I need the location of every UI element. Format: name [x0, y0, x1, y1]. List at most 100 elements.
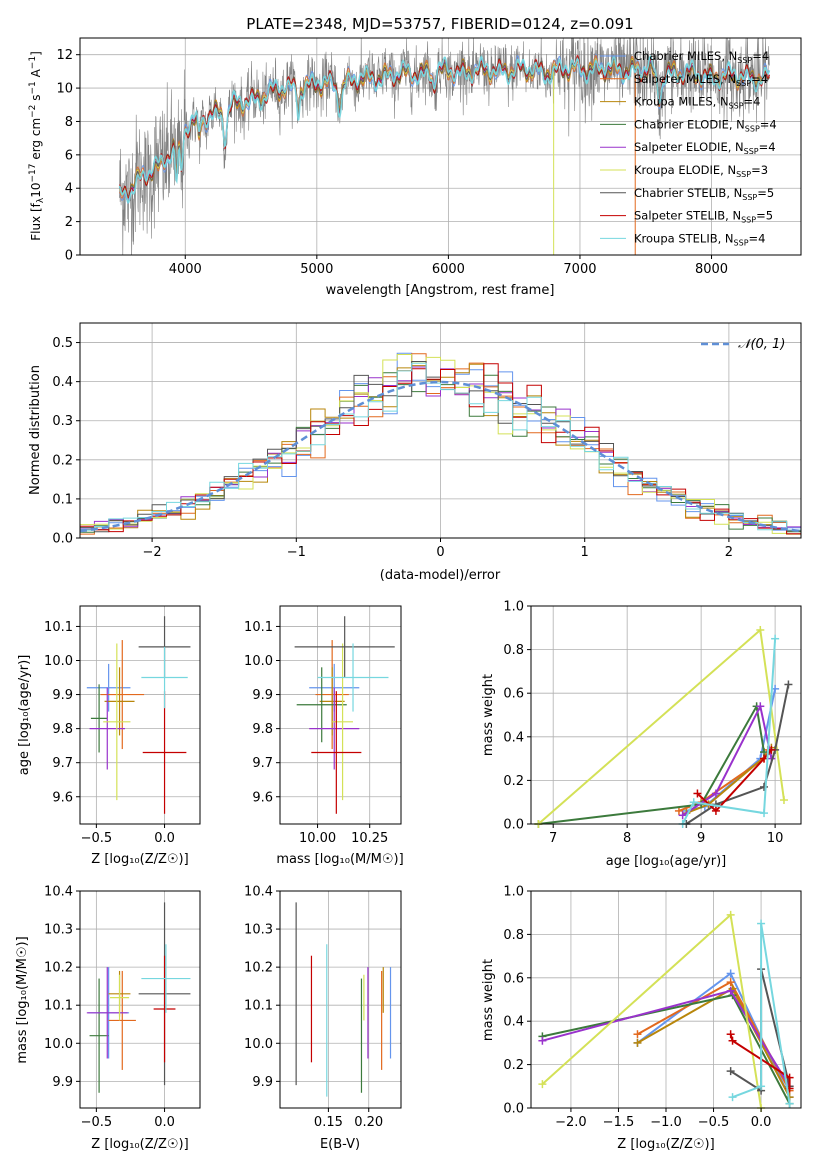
gaussian-curve: [79, 380, 802, 533]
zw-ytick-label: 0.2: [503, 1058, 524, 1073]
age-weight-panel: 7 8 9 10 0.0 0.2 0.4 0.6 0.8 1.0 age [log₁₀(age/y…: [481, 600, 802, 869]
legend-label: Salpeter STELIB, NSSP=5: [634, 209, 773, 225]
zw-series-line: [732, 923, 791, 1104]
aw-ytick-label: 0.0: [503, 818, 524, 833]
res-ytick-label: 0.0: [52, 532, 73, 547]
za-xtick-label: 0.0: [154, 831, 175, 846]
res-xtick-label: 1: [581, 545, 589, 560]
em-ytick-label: 9.9: [252, 1075, 273, 1090]
mass-age-frame: [279, 605, 402, 825]
zw-xtick-label: −1.5: [603, 1115, 635, 1130]
za-ytick-label: 10.1: [44, 620, 73, 635]
res-ytick-label: 0.5: [52, 336, 73, 351]
spec-ytick-label: 6: [65, 148, 73, 163]
spec-ytick-label: 4: [65, 182, 73, 197]
ebv-mass-xlabel: E(B-V): [320, 1137, 360, 1152]
spectrum-panel: PLATE=2348, MJD=53757, FIBERID=0124, z=0…: [28, 15, 802, 298]
ebv-mass-frame: [279, 890, 402, 1109]
residual-histogram-series: [80, 363, 801, 535]
za-ytick-label: 10.0: [44, 654, 73, 669]
z-age-frame: [79, 605, 201, 825]
spec-ytick-label: 8: [65, 115, 73, 130]
aw-ytick-label: 0.4: [503, 730, 524, 745]
zm-ytick-label: 10.3: [44, 923, 73, 938]
spec-xtick-label: 5000: [300, 262, 333, 277]
aw-xtick-label: 9: [697, 831, 705, 846]
legend-label: Chabrier MILES, NSSP=4: [634, 49, 769, 65]
aw-xtick-label: 10: [767, 831, 784, 846]
em-ytick-label: 10.3: [244, 923, 273, 938]
legend-label: Salpeter MILES, NSSP=4: [634, 72, 768, 88]
res-ytick-label: 0.1: [52, 492, 73, 507]
z-mass-xlabel: Z [log₁₀(Z/Z☉)]: [91, 1137, 188, 1152]
aw-ytick-label: 1.0: [503, 600, 524, 615]
zm-xtick-label: −0.5: [81, 1115, 113, 1130]
spec-xtick-label: 4000: [169, 262, 202, 277]
za-ytick-label: 9.6: [52, 790, 73, 805]
legend-label: Kroupa MILES, NSSP=4: [634, 95, 760, 111]
zm-ytick-label: 9.9: [52, 1075, 73, 1090]
mass-age-xlabel: mass [log₁₀(M/M☉)]: [276, 852, 403, 867]
spec-ytick-label: 0: [65, 249, 73, 264]
mass-age-panel: 10.00 10.25 9.6 9.7 9.8 9.9 10.0 10.1 mass [log…: [244, 605, 404, 867]
legend-label: Kroupa STELIB, NSSP=4: [634, 231, 765, 247]
z-weight-ylabel: mass weight: [481, 959, 496, 1041]
spec-xtick-label: 8000: [695, 262, 728, 277]
age-weight-frame: [530, 605, 802, 825]
za-ytick-label: 9.8: [52, 722, 73, 737]
zw-ytick-label: 0.6: [503, 971, 524, 986]
em-xtick-label: 0.15: [314, 1115, 343, 1130]
spectrum-xlabel: wavelength [Angstrom, rest frame]: [326, 283, 555, 298]
za-ytick-label: 9.7: [52, 756, 73, 771]
em-ytick-label: 10.0: [244, 1037, 273, 1052]
aw-series-line: [682, 703, 773, 817]
aw-series-line: [538, 703, 765, 825]
zw-xtick-label: −2.0: [555, 1115, 587, 1130]
zw-ytick-label: 0.4: [503, 1015, 524, 1030]
zm-ytick-label: 10.0: [44, 1037, 73, 1052]
spectrum-title: PLATE=2348, MJD=53757, FIBERID=0124, z=0…: [246, 15, 633, 33]
z-weight-panel: −2.0 −1.5 −1.0 −0.5 0.0 0.0 0.2 0.4 0.6 0.8 1.0 Z …: [481, 885, 802, 1152]
aw-xtick-label: 7: [549, 831, 557, 846]
zm-xtick-label: 0.0: [154, 1115, 175, 1130]
aw-ytick-label: 0.8: [503, 643, 524, 658]
aw-ytick-label: 0.6: [503, 687, 524, 702]
legend-label: Chabrier ELODIE, NSSP=4: [634, 117, 777, 133]
gauss-legend-label: 𝒩(0, 1): [738, 337, 785, 352]
em-ytick-label: 10.2: [244, 961, 273, 976]
z-mass-panel: −0.5 0.0 9.9 10.0 10.1 10.2 10.3 10.4 Z [log₁₀(…: [15, 885, 201, 1152]
zw-ytick-label: 0.8: [503, 928, 524, 943]
em-ytick-label: 10.1: [244, 999, 273, 1014]
ma-ytick-label: 9.6: [252, 790, 273, 805]
ma-ytick-label: 10.1: [244, 620, 273, 635]
ma-ytick-label: 9.7: [252, 756, 273, 771]
zm-ytick-label: 10.1: [44, 999, 73, 1014]
res-xtick-label: 2: [725, 545, 733, 560]
residual-legend: 𝒩(0, 1): [701, 337, 785, 352]
ma-xtick-label: 10.25: [351, 831, 388, 846]
zm-ytick-label: 10.4: [44, 885, 73, 900]
spec-ytick-label: 10: [56, 82, 73, 97]
aw-xtick-label: 8: [623, 831, 631, 846]
spec-ytick-label: 2: [65, 215, 73, 230]
spectrum-ylabel: Flux [fλ10−17 erg cm−2 s−1 A−1]: [28, 51, 46, 241]
residual-xlabel: (data-model)/error: [380, 568, 501, 583]
z-mass-frame: [79, 890, 201, 1109]
spectrum-frame: [79, 37, 802, 256]
ma-ytick-label: 9.8: [252, 722, 273, 737]
residual-ylabel: Normed distribution: [28, 365, 43, 495]
spec-xtick-label: 6000: [432, 262, 465, 277]
ma-ytick-label: 10.0: [244, 654, 273, 669]
z-mass-ylabel: mass [log₁₀(M/M☉)]: [15, 936, 30, 1063]
zw-xtick-label: 0.0: [751, 1115, 772, 1130]
za-xtick-label: −0.5: [81, 831, 113, 846]
age-weight-xlabel: age [log₁₀(age/yr)]: [606, 854, 727, 869]
residual-panel: −2 −1 0 1 2 0.0 0.1 0.2 0.3 0.4 0.5 (data-model)/e…: [28, 322, 802, 583]
zw-xtick-label: −0.5: [698, 1115, 730, 1130]
res-ytick-label: 0.3: [52, 414, 73, 429]
zm-ytick-label: 10.2: [44, 961, 73, 976]
age-weight-ylabel: mass weight: [481, 674, 496, 756]
res-xtick-label: −1: [287, 545, 306, 560]
em-ytick-label: 10.4: [244, 885, 273, 900]
